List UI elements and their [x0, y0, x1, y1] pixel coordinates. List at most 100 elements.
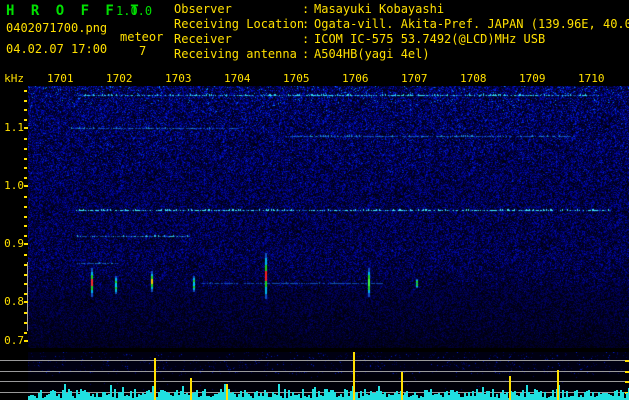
amplitude-bar	[66, 393, 68, 400]
amplitude-bar	[204, 389, 206, 400]
amplitude-bar	[256, 391, 258, 400]
amplitude-bar	[496, 394, 498, 400]
amplitude-bar	[50, 391, 52, 400]
amplitude-bar	[176, 390, 178, 400]
meteor-detection-spike	[557, 370, 559, 400]
amplitude-bar	[616, 390, 618, 400]
x-axis-tick-label: 1708	[460, 72, 487, 85]
amplitude-bar	[484, 394, 486, 400]
amplitude-bar	[260, 393, 262, 400]
metadata-row: Receiving antenna: A504HB(yagi 4el)	[174, 47, 629, 62]
amplitude-bar	[614, 391, 616, 400]
amplitude-bar	[106, 395, 108, 400]
amplitude-bar	[238, 394, 240, 400]
amplitude-bar	[600, 394, 602, 400]
x-axis-tick-label: 1705	[283, 72, 310, 85]
amplitude-bar	[124, 396, 126, 400]
amplitude-bar	[622, 392, 624, 400]
y-axis-minor-tick	[24, 225, 27, 227]
amplitude-bar	[586, 391, 588, 400]
amplitude-bar	[518, 396, 520, 400]
amplitude-panel	[0, 352, 629, 400]
amplitude-bar	[318, 391, 320, 400]
amplitude-bar	[570, 396, 572, 400]
y-axis-minor-tick	[24, 109, 27, 111]
y-axis-minor-tick	[24, 264, 27, 266]
filename-label: 0402071700.png	[6, 21, 108, 35]
amplitude-bar	[302, 389, 304, 400]
amplitude-bar	[402, 395, 404, 400]
amplitude-bar	[96, 393, 98, 400]
amplitude-bar	[618, 396, 620, 400]
amplitude-bar	[574, 391, 576, 400]
amplitude-bar	[370, 391, 372, 400]
amplitude-bar	[474, 396, 476, 400]
amplitude-bar	[428, 392, 430, 400]
amplitude-bar	[504, 394, 506, 400]
amplitude-bar	[100, 397, 102, 400]
y-axis-tick-label: 0.7	[4, 334, 24, 347]
amplitude-bar	[378, 386, 380, 400]
amplitude-bar	[224, 384, 226, 400]
amplitude-bar	[542, 397, 544, 400]
amplitude-bar	[398, 394, 400, 400]
meteor-detection-spike	[353, 352, 355, 400]
amplitude-bar	[448, 395, 450, 400]
amplitude-bar	[130, 391, 132, 400]
amplitude-bar	[466, 396, 468, 400]
amplitude-bar	[112, 397, 114, 400]
amplitude-bar	[602, 393, 604, 400]
amplitude-bar	[170, 395, 172, 400]
amplitude-bar	[594, 397, 596, 400]
amplitude-bar	[222, 392, 224, 400]
meteor-detection-spike	[509, 376, 511, 400]
amplitude-bar	[86, 392, 88, 400]
amplitude-bar	[146, 391, 148, 400]
amplitude-bar	[80, 389, 82, 400]
amplitude-bar	[72, 396, 74, 400]
amplitude-bar	[300, 398, 302, 400]
amplitude-bar	[548, 397, 550, 400]
amplitude-bar	[388, 394, 390, 400]
amplitude-bar	[88, 393, 90, 400]
y-axis-tick	[24, 301, 28, 303]
metadata-row: Receiver: ICOM IC-575 53.7492(@LCD)MHz US…	[174, 32, 629, 47]
amplitude-bar	[536, 390, 538, 400]
amplitude-bar	[456, 391, 458, 400]
amplitude-bar	[178, 395, 180, 400]
metadata-value: Ogata-vill. Akita-Pref. JAPAN (139.96E, …	[314, 17, 629, 31]
amplitude-bar	[498, 398, 500, 400]
amplitude-bar	[180, 391, 182, 400]
amplitude-bar	[450, 390, 452, 400]
amplitude-bar	[328, 392, 330, 400]
amplitude-bar	[394, 393, 396, 400]
amplitude-bar	[478, 393, 480, 400]
amplitude-bar	[164, 391, 166, 400]
amplitude-bar	[620, 390, 622, 400]
amplitude-bar	[60, 398, 62, 400]
meteor-label: meteor	[120, 30, 164, 44]
amplitude-bar	[172, 396, 174, 400]
amplitude-bar	[544, 392, 546, 400]
amplitude-bar	[150, 393, 152, 400]
amplitude-bar	[420, 396, 422, 400]
y-axis-minor-tick	[24, 235, 27, 237]
amplitude-bar	[392, 395, 394, 400]
amplitude-bar	[344, 389, 346, 400]
amplitude-bar	[464, 393, 466, 400]
x-axis-tick-label: 1709	[519, 72, 546, 85]
y-axis-tick	[24, 185, 28, 187]
amplitude-bar	[182, 386, 184, 400]
amplitude-bar	[252, 398, 254, 400]
left-gray-marker	[27, 262, 28, 331]
amplitude-bar	[156, 397, 158, 400]
amplitude-bar	[162, 390, 164, 400]
amplitude-bar	[514, 391, 516, 400]
amplitude-bar	[538, 392, 540, 400]
amplitude-bar	[412, 395, 414, 400]
amplitude-bar	[282, 398, 284, 400]
y-axis-minor-tick	[24, 206, 27, 208]
amplitude-bar	[438, 393, 440, 400]
amplitude-bar	[276, 395, 278, 400]
